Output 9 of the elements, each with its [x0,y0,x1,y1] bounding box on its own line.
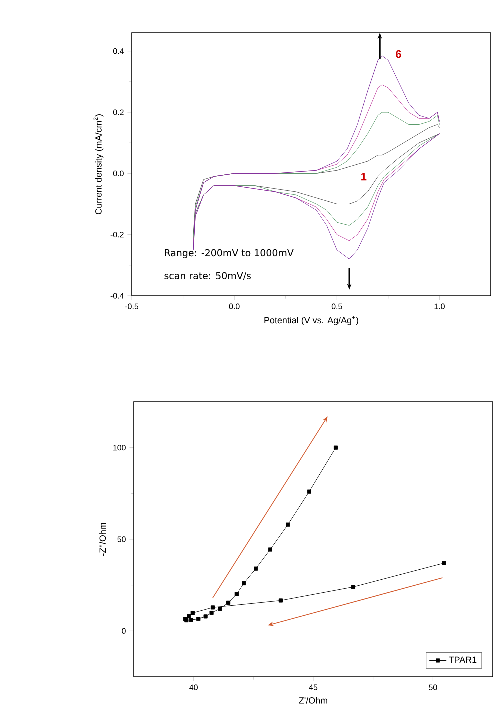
x-axis-title: Potential (V vs. Ag/Ag$^{+}$) [264,316,358,326]
annotation: 6 [396,50,402,58]
y-axis-title: Current density (mA/cm$^{2}$) [94,114,104,215]
annotation: Range: -200mV to 1000mV [165,249,294,258]
y-axis-title: -Z''/Ohm [100,523,106,556]
annotation: 1 [362,173,367,181]
annotation: scan rate: 50mV/s [164,272,251,280]
legend-label: TPAR1 [449,656,477,664]
x-axis-title: Z'/Ohm [299,697,328,704]
